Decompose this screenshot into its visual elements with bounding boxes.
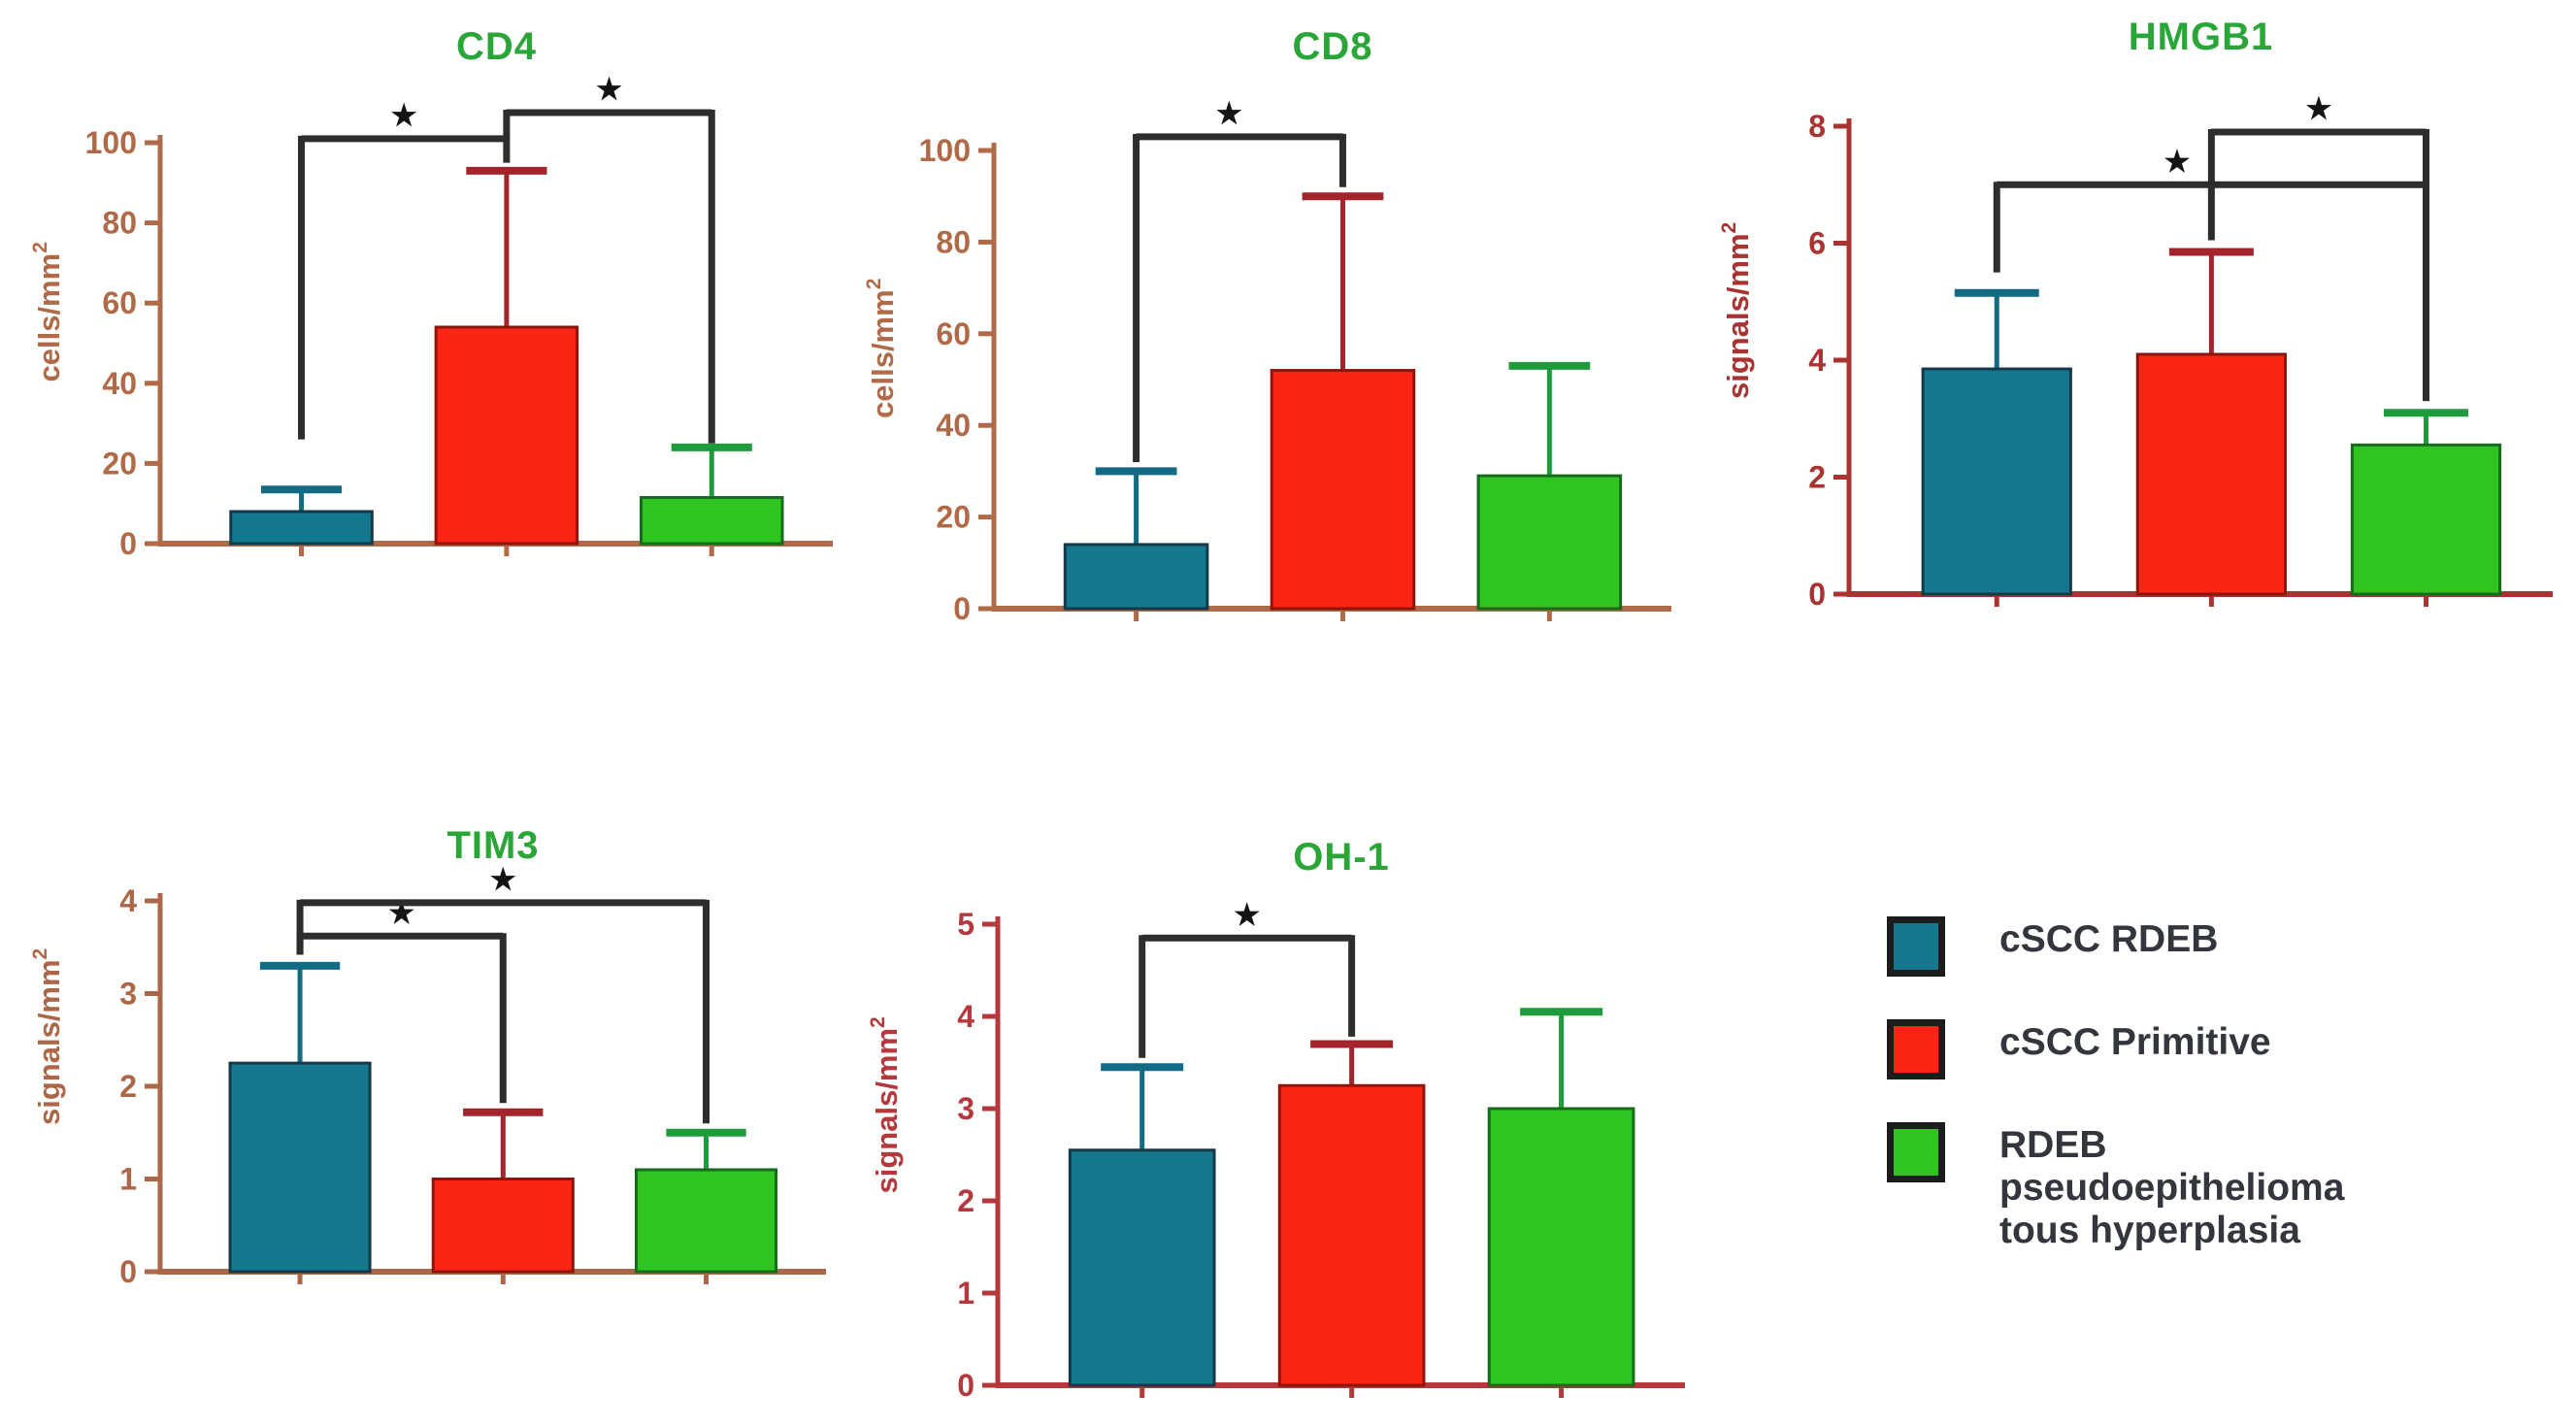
y-tick-label: 8 <box>1808 109 1826 144</box>
chart-tim3-title: TIM3 <box>446 824 540 867</box>
sig-star: ★ <box>1216 98 1242 130</box>
y-tick-label: 2 <box>1808 460 1826 495</box>
legend-item-cscc-rdeb: cSCC RDEB <box>1887 916 2508 977</box>
sig-star: ★ <box>596 74 622 106</box>
y-tick-label: 80 <box>102 206 137 241</box>
y-tick-label: 5 <box>957 907 974 942</box>
bar-cd4-0 <box>229 510 374 546</box>
y-tick-label: 60 <box>936 316 971 351</box>
bar-hmgb1-0 <box>1921 367 2072 596</box>
bar-cd4-2 <box>639 496 784 546</box>
y-tick-label: 20 <box>102 446 137 481</box>
legend-swatch-cscc-primitive <box>1887 1019 1945 1079</box>
y-tick-label: 80 <box>936 224 971 259</box>
bar-cd8-1 <box>1270 369 1416 611</box>
bar-oh1-1 <box>1277 1083 1426 1387</box>
chart-cd8-title: CD8 <box>1292 25 1373 68</box>
y-tick-label: 0 <box>119 1254 137 1289</box>
sig-star: ★ <box>490 864 516 896</box>
y-tick-label: 3 <box>119 977 137 1012</box>
y-axis-label: signals/mm2 <box>29 948 66 1125</box>
y-tick-label: 0 <box>957 1368 974 1403</box>
chart-cd4: CD4 0 20 40 60 80 100 cells/mm2 ★ ★ <box>17 10 854 641</box>
legend-swatch-rdeb-hyperplasia <box>1887 1122 1945 1182</box>
sig-star: ★ <box>1234 899 1260 931</box>
sig-star: ★ <box>2164 146 2191 178</box>
chart-oh1-title: OH-1 <box>1293 836 1390 879</box>
legend-label-rdeb-hyperplasia: RDEB pseudoepithelioma tous hyperplasia <box>1999 1124 2345 1251</box>
chart-cd4-title: CD4 <box>455 25 538 68</box>
y-tick-label: 2 <box>119 1069 137 1104</box>
y-axis-label: cells/mm2 <box>863 279 900 418</box>
y-tick-label: 6 <box>1808 226 1826 261</box>
chart-cd4-plot: 0 20 40 60 80 100 cells/mm2 ★ ★ <box>29 74 833 561</box>
chart-cd8: CD8 0 20 40 60 80 100 cells/mm2 ★ <box>850 10 1693 650</box>
chart-hmgb1-title: HMGB1 <box>2128 16 2274 58</box>
y-tick-label: 40 <box>936 408 971 443</box>
sig-star: ★ <box>2305 93 2331 125</box>
y-tick-label: 0 <box>1808 577 1826 612</box>
y-tick-label: 4 <box>957 999 974 1034</box>
sig-star: ★ <box>391 100 417 132</box>
y-tick-label: 4 <box>119 883 137 918</box>
y-tick-label: 40 <box>102 366 137 401</box>
y-tick-label: 20 <box>936 500 971 535</box>
y-tick-label: 0 <box>119 526 137 561</box>
chart-cd8-plot: 0 20 40 60 80 100 cells/mm2 ★ <box>863 98 1671 626</box>
chart-oh1: OH-1 0 1 2 3 4 5 signals/mm2 ★ <box>852 818 1706 1428</box>
legend-swatch-cscc-rdeb <box>1887 916 1945 977</box>
bar-tim3-2 <box>634 1168 778 1274</box>
bar-cd4-1 <box>434 325 579 546</box>
y-tick-label: 0 <box>953 591 971 626</box>
y-tick-label: 60 <box>102 285 137 320</box>
legend-item-rdeb-hyperplasia: RDEB pseudoepithelioma tous hyperplasia <box>1887 1122 2508 1252</box>
bar-hmgb1-1 <box>2135 352 2287 596</box>
bar-oh1-2 <box>1487 1107 1635 1387</box>
y-tick-label: 1 <box>957 1276 974 1311</box>
chart-hmgb1-plot: 0 2 4 6 8 signals/mm2 ★ ★ <box>1718 93 2553 612</box>
y-axis-label: cells/mm2 <box>29 242 66 382</box>
y-tick-label: 2 <box>957 1183 974 1218</box>
chart-hmgb1: HMGB1 0 2 4 6 8 signals/mm2 ★ ★ <box>1701 2 2574 650</box>
bar-hmgb1-2 <box>2350 443 2502 596</box>
chart-tim3: TIM3 0 1 2 3 4 signals/mm2 ★ ★ <box>19 818 846 1428</box>
legend-label-cscc-rdeb: cSCC RDEB <box>1999 918 2219 960</box>
y-axis-label: signals/mm2 <box>867 1016 904 1193</box>
y-axis-label: signals/mm2 <box>1718 222 1755 399</box>
bar-tim3-1 <box>431 1178 575 1274</box>
chart-oh1-plot: 0 1 2 3 4 5 signals/mm2 ★ <box>867 899 1685 1403</box>
legend: cSCC RDEB cSCC Primitive RDEB pseudoepit… <box>1887 916 2508 1295</box>
y-tick-label: 3 <box>957 1091 974 1126</box>
y-tick-label: 4 <box>1808 343 1826 378</box>
y-tick-label: 1 <box>119 1162 137 1197</box>
bar-tim3-0 <box>228 1061 372 1274</box>
bar-cd8-2 <box>1476 474 1623 611</box>
y-tick-label: 100 <box>85 125 137 160</box>
legend-item-cscc-primitive: cSCC Primitive <box>1887 1019 2508 1079</box>
y-tick-label: 100 <box>919 133 971 168</box>
bar-cd8-0 <box>1063 543 1209 611</box>
bar-oh1-0 <box>1068 1148 1216 1387</box>
legend-label-cscc-primitive: cSCC Primitive <box>1999 1021 2271 1063</box>
